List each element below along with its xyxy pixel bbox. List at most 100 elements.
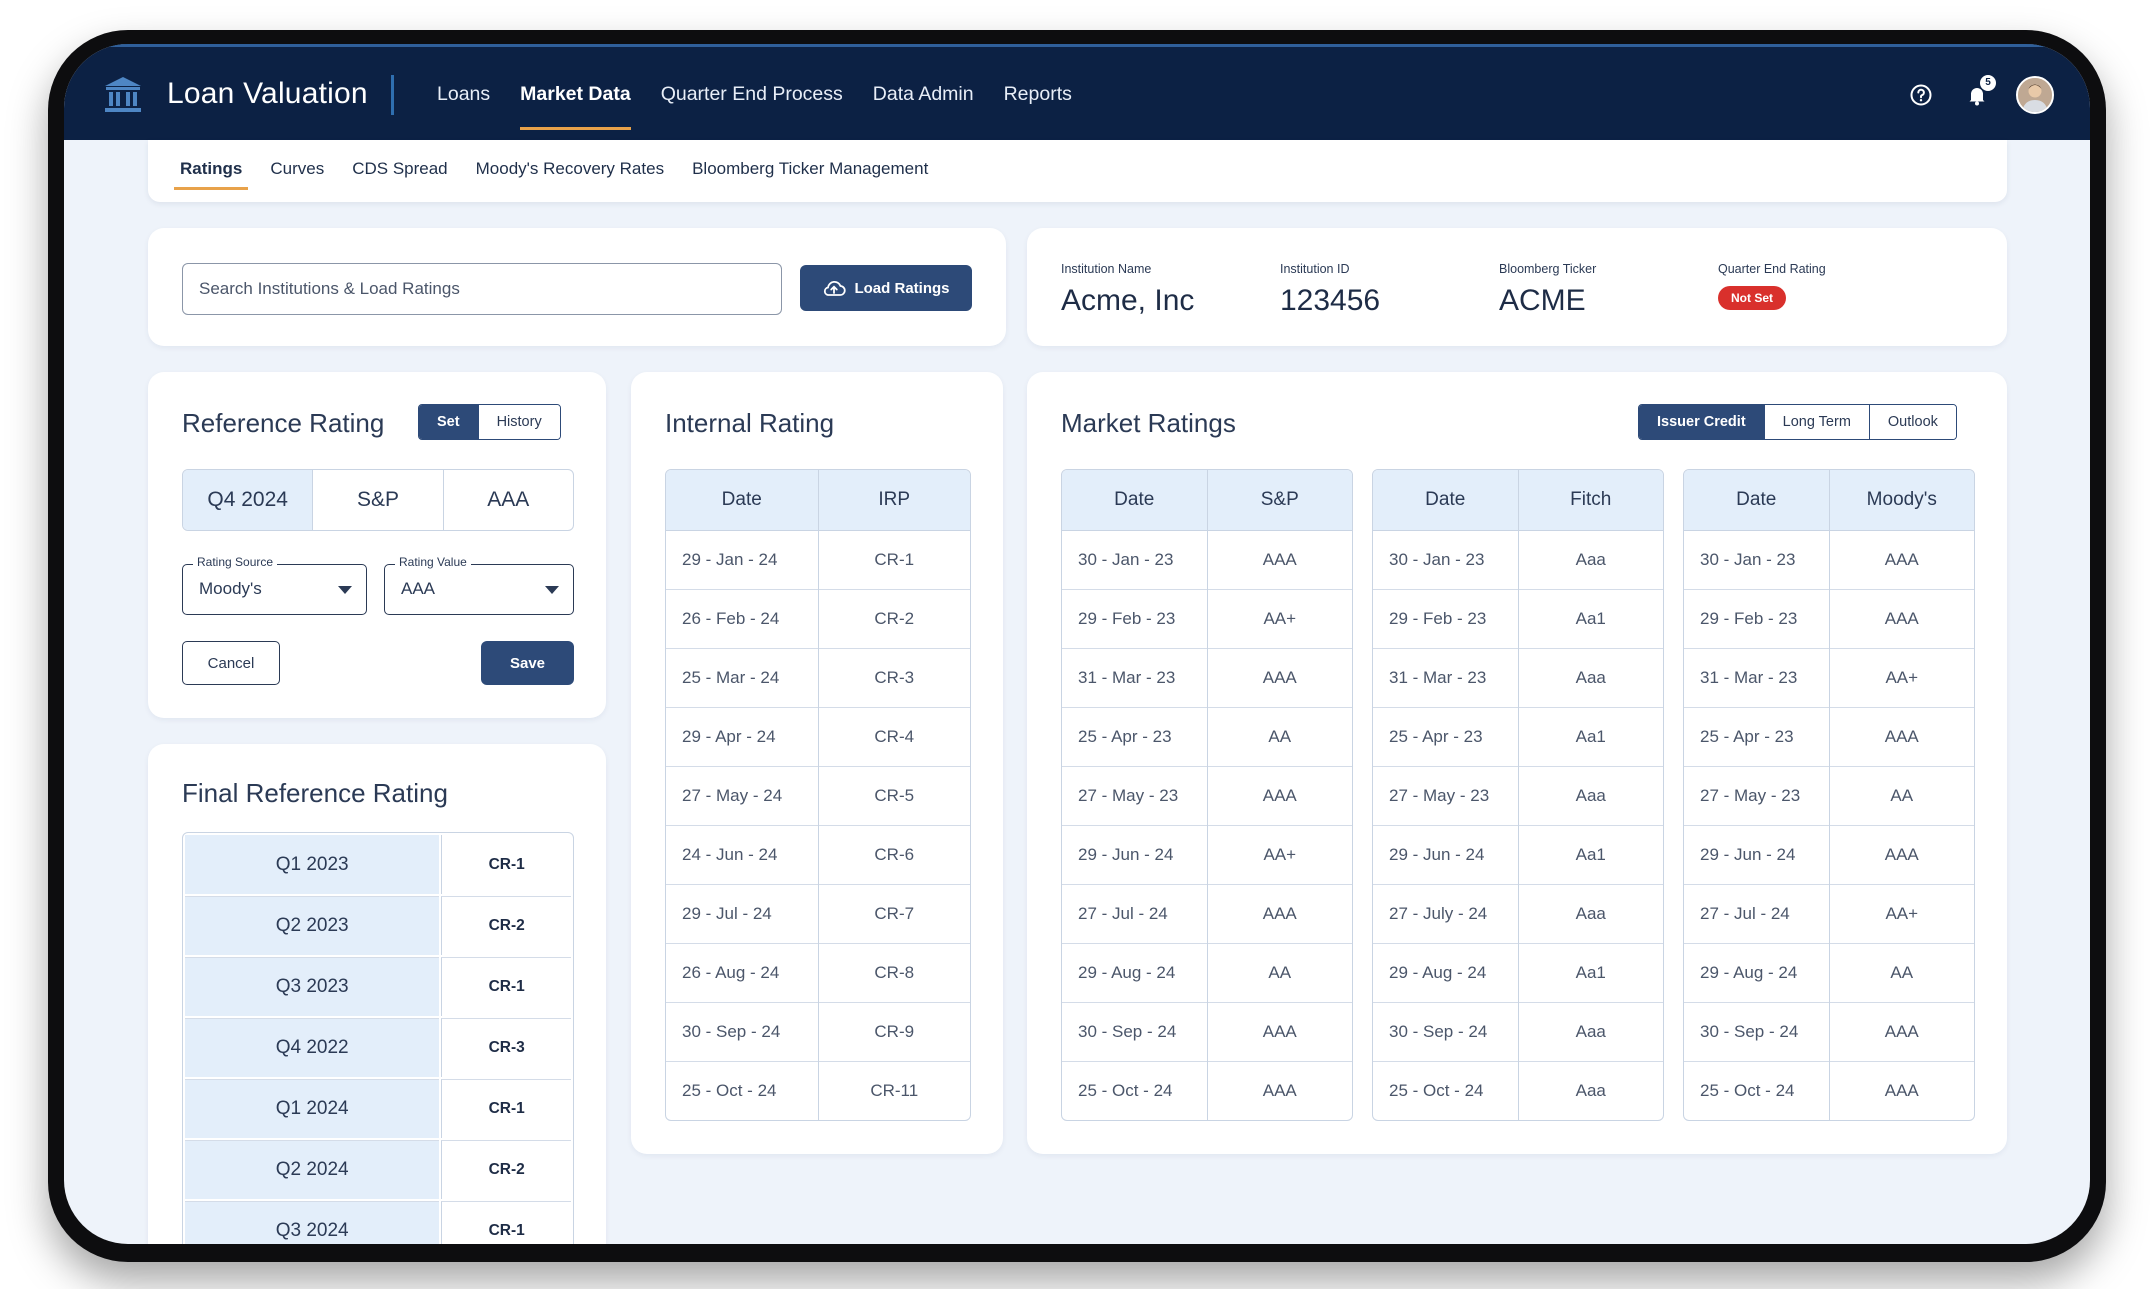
toggle-set[interactable]: Set	[419, 405, 478, 439]
date-cell: 25 - Oct - 24	[666, 1060, 818, 1120]
date-cell: 29 - Jun - 24	[1373, 824, 1518, 884]
status-badge: Not Set	[1718, 286, 1786, 310]
bell-icon[interactable]: 5	[1960, 75, 1996, 112]
date-cell: 27 - May - 23	[1373, 765, 1518, 825]
date-cell: 30 - Sep - 24	[1062, 1001, 1207, 1061]
quarter-cell: Q3 2024	[185, 1201, 440, 1244]
nav-item-reports[interactable]: Reports	[1003, 83, 1072, 105]
date-cell: 31 - Mar - 23	[1373, 647, 1518, 707]
quarter-cell: Q3 2023	[185, 957, 440, 1016]
table-row: 27 - July - 24 Aaa	[1373, 883, 1663, 943]
market-1-header-rating: Fitch	[1517, 470, 1663, 531]
date-cell: 29 - Aug - 24	[1684, 942, 1829, 1002]
load-ratings-button[interactable]: Load Ratings	[800, 265, 972, 311]
reference-rating-toggle: Set History	[418, 404, 561, 440]
nav-item-data-admin[interactable]: Data Admin	[872, 83, 974, 105]
institution-name: Acme, Inc	[1061, 284, 1195, 317]
rating-value-select[interactable]: Rating Value AAA	[384, 555, 574, 615]
table-row: Q2 2023 CR-2	[185, 896, 571, 955]
rating-cell: AA+	[1206, 824, 1352, 884]
save-button[interactable]: Save	[481, 641, 574, 685]
rating-cell: CR-2	[817, 588, 970, 648]
table-row: 30 - Jan - 23 Aaa	[1373, 530, 1663, 589]
toggle-issuer-credit[interactable]: Issuer Credit	[1639, 405, 1764, 439]
date-cell: 30 - Jan - 23	[1078, 549, 1174, 569]
market-ratings-title: Market Ratings	[1061, 408, 1236, 438]
rating-cell: AA	[1206, 942, 1352, 1002]
table-row: 27 - May - 24 CR-5	[666, 765, 970, 825]
rating-cell: AA+	[1828, 883, 1974, 943]
rating-cell: Aa1	[1517, 942, 1663, 1002]
date-cell: 29 - Aug - 24	[1373, 942, 1518, 1002]
date-cell: 26 - Feb - 24	[666, 588, 818, 648]
tab-bloomberg-ticker-management[interactable]: Bloomberg Ticker Management	[692, 159, 929, 178]
rating-cell: AA	[1206, 706, 1352, 766]
quarter-cell: Q1 2023	[185, 835, 440, 894]
date-cell: 30 - Jan - 23	[1700, 549, 1796, 569]
date-cell: 29 - Jul - 24	[666, 883, 818, 943]
toggle-history[interactable]: History	[477, 405, 560, 439]
toggle-long-term[interactable]: Long Term	[1763, 405, 1869, 439]
quarter-end-rating-label: Quarter End Rating	[1718, 262, 1826, 276]
table-row: 25 - Oct - 24 CR-11	[666, 1060, 970, 1120]
table-row: 29 - Feb - 23 AA+	[1062, 588, 1352, 648]
rating-cell: AA+	[1206, 588, 1352, 648]
nav-item-market-data[interactable]: Market Data	[505, 47, 646, 143]
rating-cell: AA	[1828, 942, 1974, 1002]
table-row: 27 - May - 23 AAA	[1062, 765, 1352, 825]
rating-cell: AAA	[1206, 883, 1352, 943]
institution-name-block: Institution Name Acme, Inc	[1061, 262, 1194, 318]
rating-cell: Aaa	[1517, 883, 1663, 943]
market-0-header-rating: S&P	[1206, 470, 1352, 531]
date-cell: 31 - Mar - 23	[1684, 647, 1829, 707]
search-input[interactable]	[182, 263, 782, 315]
date-cell: 25 - Apr - 23	[1062, 706, 1207, 766]
avatar[interactable]	[2016, 76, 2054, 114]
toggle-outlook[interactable]: Outlook	[1868, 405, 1956, 439]
cancel-button[interactable]: Cancel	[182, 641, 280, 685]
app-title: Loan Valuation	[167, 77, 368, 110]
tab-moodys-recovery-rates[interactable]: Moody's Recovery Rates	[475, 159, 665, 178]
rating-cell: CR-8	[817, 942, 970, 1002]
tab-curves[interactable]: Curves	[270, 159, 325, 178]
table-row: 29 - Jun - 24 Aa1	[1373, 824, 1663, 884]
date-cell: 29 - Jun - 24	[1684, 824, 1829, 884]
rating-source-select[interactable]: Rating Source Moody's	[182, 555, 367, 615]
table-row: 25 - Mar - 24 CR-3	[666, 647, 970, 707]
internal-header-rating: IRP	[817, 470, 970, 531]
reference-rating-card: Reference Rating Set History Q4 2024 S&P…	[148, 372, 606, 718]
table-row: 27 - May - 23 AA	[1684, 765, 1974, 825]
help-icon[interactable]	[1904, 78, 1938, 112]
app-screen: Loan Valuation Loans Market Data Quarter…	[64, 44, 2090, 1244]
rating-value-value: AAA	[401, 579, 436, 598]
reference-rating-title: Reference Rating	[182, 408, 385, 438]
date-cell: 29 - Feb - 23	[1373, 588, 1518, 648]
table-row: 29 - Jun - 24 AAA	[1684, 824, 1974, 884]
device-frame: Loan Valuation Loans Market Data Quarter…	[48, 30, 2106, 1262]
table-row: Q1 2023 CR-1	[185, 835, 571, 894]
table-row: 29 - Jul - 24 CR-7	[666, 883, 970, 943]
main-menu: Loans Market Data Quarter End Process Da…	[422, 47, 1087, 143]
market-ratings-toggle: Issuer Credit Long Term Outlook	[1638, 404, 1957, 440]
nav-item-quarter-end-process[interactable]: Quarter End Process	[660, 83, 843, 105]
table-row: 25 - Apr - 23 Aa1	[1373, 706, 1663, 766]
rating-cell: Aaa	[1517, 1001, 1663, 1061]
table-row: 29 - Aug - 24 AA	[1684, 942, 1974, 1002]
table-row: 25 - Apr - 23 AA	[1062, 706, 1352, 766]
rating-cell: CR-3	[441, 1018, 571, 1077]
date-cell: 25 - Oct - 24	[1373, 1060, 1518, 1120]
rating-cell: CR-7	[817, 883, 970, 943]
tab-ratings[interactable]: Ratings	[166, 140, 256, 202]
rating-cell: CR-11	[817, 1060, 970, 1120]
tab-cds-spread[interactable]: CDS Spread	[352, 159, 448, 178]
table-row: Q1 2024 CR-1	[185, 1079, 571, 1138]
table-row: 25 - Oct - 24 AAA	[1062, 1060, 1352, 1120]
nav-item-loans[interactable]: Loans	[437, 83, 491, 105]
bank-icon[interactable]	[102, 73, 144, 115]
rating-cell: AAA	[1206, 1060, 1352, 1120]
bloomberg-ticker-label: Bloomberg Ticker	[1499, 262, 1597, 276]
date-cell: 30 - Sep - 24	[1373, 1001, 1518, 1061]
quarter-cell: Q1 2024	[185, 1079, 440, 1138]
rating-cell: Aa1	[1517, 706, 1663, 766]
institution-name-label: Institution Name	[1061, 262, 1152, 276]
